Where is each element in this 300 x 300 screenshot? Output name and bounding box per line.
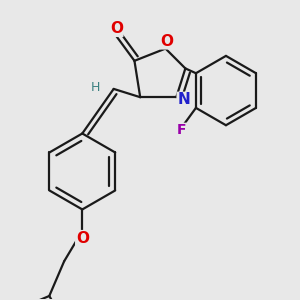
Text: N: N [177, 92, 190, 107]
Text: F: F [177, 123, 187, 137]
Text: O: O [110, 21, 123, 36]
Text: O: O [76, 231, 89, 246]
Text: H: H [91, 81, 100, 94]
Text: O: O [161, 34, 174, 49]
